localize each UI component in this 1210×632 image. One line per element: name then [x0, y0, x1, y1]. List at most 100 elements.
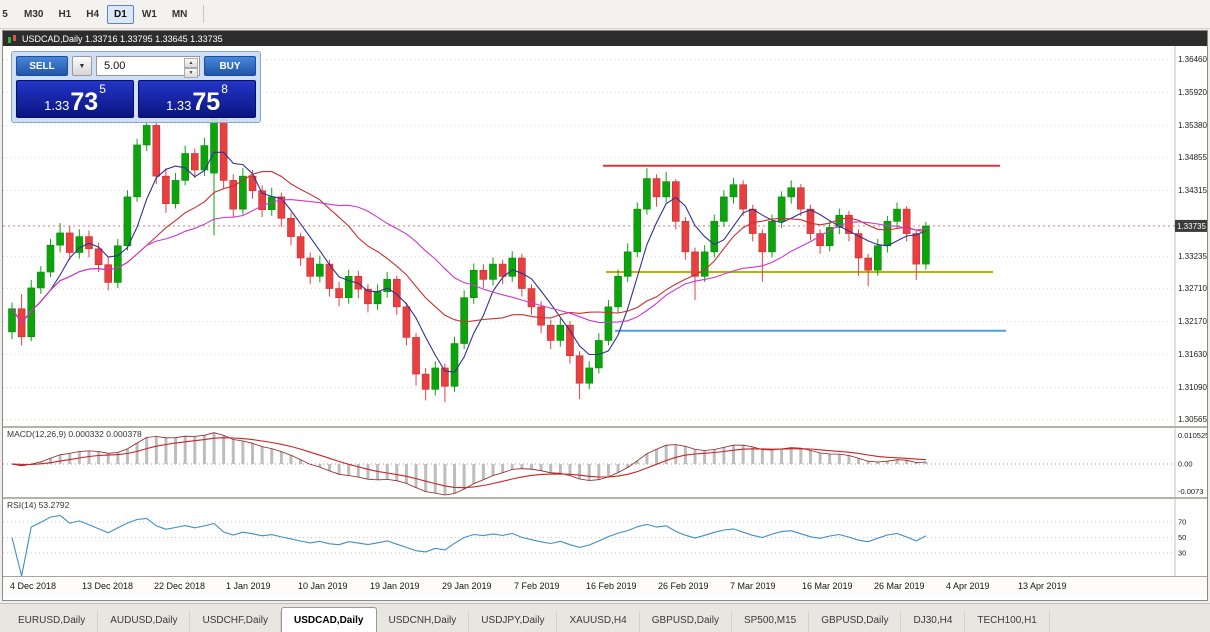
price-chart-pane: 1.36460 1.35920 1.35380 1.34855 1.34315 1.332… — [3, 46, 1207, 426]
date-label: 26 Mar 2019 — [874, 581, 925, 591]
one-click-trading-panel: SELL ▼ 5.00 ▲ ▼ BUY 1.33 73 — [11, 51, 261, 123]
sell-price-base: 1.33 — [44, 98, 70, 113]
date-label: 16 Feb 2019 — [586, 581, 637, 591]
timeframe-button-mn[interactable]: MN — [165, 5, 195, 24]
pane-splitter[interactable] — [3, 497, 1207, 499]
date-label: 13 Dec 2018 — [82, 581, 134, 591]
chart-tab-4-usdcnh-daily[interactable]: USDCNH,Daily — [377, 611, 470, 632]
timeframe-button-d1[interactable]: D1 — [107, 4, 134, 24]
order-type-dropdown[interactable]: ▼ — [72, 56, 92, 76]
slow-ma — [11, 199, 926, 324]
date-label: 10 Jan 2019 — [298, 581, 348, 591]
macd-label: MACD(12,26,9) 0.000332 0.000378 — [7, 429, 142, 439]
timeframe-button-5[interactable]: 5 — [0, 5, 16, 24]
chart-tab-1-audusd-daily[interactable]: AUDUSD,Daily — [98, 611, 191, 632]
candles — [8, 104, 930, 403]
date-label: 7 Mar 2019 — [730, 581, 776, 591]
date-label: 4 Apr 2019 — [946, 581, 990, 591]
chart-tab-9-gbpusd-daily[interactable]: GBPUSD,Daily — [809, 611, 902, 632]
price-grid: 1.36460 1.35920 1.35380 1.34855 1.34315 1.332… — [3, 55, 1207, 424]
volume-spinner: ▲ ▼ — [184, 58, 198, 78]
volume-decrease-button[interactable]: ▼ — [184, 68, 198, 78]
chevron-down-icon: ▼ — [78, 62, 86, 70]
timeframe-button-h1[interactable]: H1 — [51, 5, 78, 24]
timeframe-button-h4[interactable]: H4 — [79, 5, 106, 24]
chart-tab-3-usdcad-daily[interactable]: USDCAD,Daily — [281, 607, 377, 632]
sell-button[interactable]: SELL — [16, 56, 68, 76]
chart-title: USDCAD,Daily 1.33716 1.33795 1.33645 1.3… — [22, 33, 223, 44]
fast-ma — [11, 151, 927, 373]
moving-averages — [11, 151, 927, 373]
chart-tab-2-usdchf-daily[interactable]: USDCHF,Daily — [190, 611, 282, 632]
svg-text:50: 50 — [1178, 533, 1186, 542]
chart-tab-6-xauusd-h4[interactable]: XAUUSD,H4 — [557, 611, 640, 632]
svg-text:1.35920: 1.35920 — [1178, 88, 1207, 97]
macd-signal-line — [11, 437, 926, 489]
svg-text:1.33235: 1.33235 — [1178, 252, 1207, 261]
svg-text:-0.0073: -0.0073 — [1178, 487, 1203, 496]
svg-text:1.30565: 1.30565 — [1178, 415, 1207, 424]
svg-text:1.31630: 1.31630 — [1178, 350, 1207, 359]
svg-text:0.00: 0.00 — [1178, 460, 1193, 469]
chart-tabbar: EURUSD,Daily AUDUSD,Daily USDCHF,Daily USDC… — [0, 603, 1210, 632]
svg-text:70: 70 — [1178, 518, 1186, 527]
volume-value: 5.00 — [104, 60, 126, 72]
chart-tab-7-gbpusd-daily[interactable]: GBPUSD,Daily — [640, 611, 732, 632]
current-price-badge — [1175, 219, 1207, 232]
date-label: 29 Jan 2019 — [442, 581, 492, 591]
date-label: 16 Mar 2019 — [802, 581, 853, 591]
pane-splitter[interactable] — [3, 426, 1207, 428]
volume-field[interactable]: 5.00 ▲ ▼ — [96, 56, 200, 78]
macd-indicator-pane: MACD(12,26,9) 0.000332 0.000378 0.010525 0… — [3, 428, 1207, 497]
timeframe-buttons: 5 M30 H1 H4 D1 W1 MN — [0, 4, 195, 24]
svg-text:1.32710: 1.32710 — [1178, 284, 1207, 293]
svg-text:1.36460: 1.36460 — [1178, 55, 1207, 64]
svg-text:0.010525: 0.010525 — [1178, 431, 1207, 440]
svg-text:1.35380: 1.35380 — [1178, 121, 1207, 130]
macd-plot[interactable]: MACD(12,26,9) 0.000332 0.000378 0.010525 0… — [3, 428, 1207, 497]
date-label: 7 Feb 2019 — [514, 581, 560, 591]
timeframe-toolbar: 5 M30 H1 H4 D1 W1 MN — [0, 0, 1210, 29]
chart-tab-0-eurusd-daily[interactable]: EURUSD,Daily — [6, 611, 99, 632]
svg-text:1.31090: 1.31090 — [1178, 383, 1207, 392]
buy-price-pips: 75 — [192, 88, 221, 116]
volume-increase-button[interactable]: ▲ — [184, 58, 198, 68]
sell-price-point: 5 — [99, 82, 106, 96]
timeframe-button-m30[interactable]: M30 — [17, 5, 50, 24]
date-label: 19 Jan 2019 — [370, 581, 420, 591]
macd-histogram — [20, 432, 928, 496]
date-label: 22 Dec 2018 — [154, 581, 206, 591]
buy-price-button[interactable]: 1.33 75 8 — [138, 80, 256, 118]
date-label: 1 Jan 2019 — [226, 581, 271, 591]
horizontal-lines — [603, 164, 1006, 332]
rsi-line — [11, 514, 927, 576]
rsi-indicator-pane: 70 50 30 RSI(14) 53.2792 — [3, 499, 1207, 576]
svg-text:1.34315: 1.34315 — [1178, 186, 1207, 195]
buy-button[interactable]: BUY — [204, 56, 256, 76]
svg-text:1.32170: 1.32170 — [1178, 317, 1207, 326]
date-label: 13 Apr 2019 — [1018, 581, 1067, 591]
date-axis[interactable]: 4 Dec 2018 13 Dec 2018 22 Dec 2018 1 Jan 20… — [3, 576, 1207, 597]
price-plot[interactable]: 1.36460 1.35920 1.35380 1.34855 1.34315 1.332… — [3, 46, 1207, 426]
svg-text:30: 30 — [1178, 548, 1186, 557]
timeframe-button-w1[interactable]: W1 — [135, 5, 164, 24]
rsi-plot[interactable]: 70 50 30 RSI(14) 53.2792 — [3, 499, 1207, 576]
svg-text:1.33735: 1.33735 — [1177, 222, 1206, 231]
toolbar-separator — [203, 5, 205, 23]
chart-tab-11-tech100-h1[interactable]: TECH100,H1 — [965, 611, 1050, 632]
sell-price-pips: 73 — [70, 88, 99, 116]
medium-ma — [11, 171, 927, 324]
chart-window: USDCAD,Daily 1.33716 1.33795 1.33645 1.3… — [2, 30, 1208, 601]
svg-text:1.34855: 1.34855 — [1178, 153, 1207, 162]
chart-tab-10-dj30-h4[interactable]: DJ30,H4 — [901, 611, 966, 632]
chart-tab-5-usdjpy-daily[interactable]: USDJPY,Daily — [469, 611, 558, 632]
chart-tab-8-sp500-m15[interactable]: SP500,M15 — [732, 611, 810, 632]
chart-titlebar: USDCAD,Daily 1.33716 1.33795 1.33645 1.3… — [3, 31, 1207, 46]
buy-price-base: 1.33 — [166, 98, 192, 113]
macd-line — [11, 432, 926, 496]
sell-price-button[interactable]: 1.33 73 5 — [16, 80, 134, 118]
rsi-label: RSI(14) 53.2792 — [7, 500, 70, 510]
chart-icon — [8, 34, 16, 43]
date-label: 26 Feb 2019 — [658, 581, 709, 591]
